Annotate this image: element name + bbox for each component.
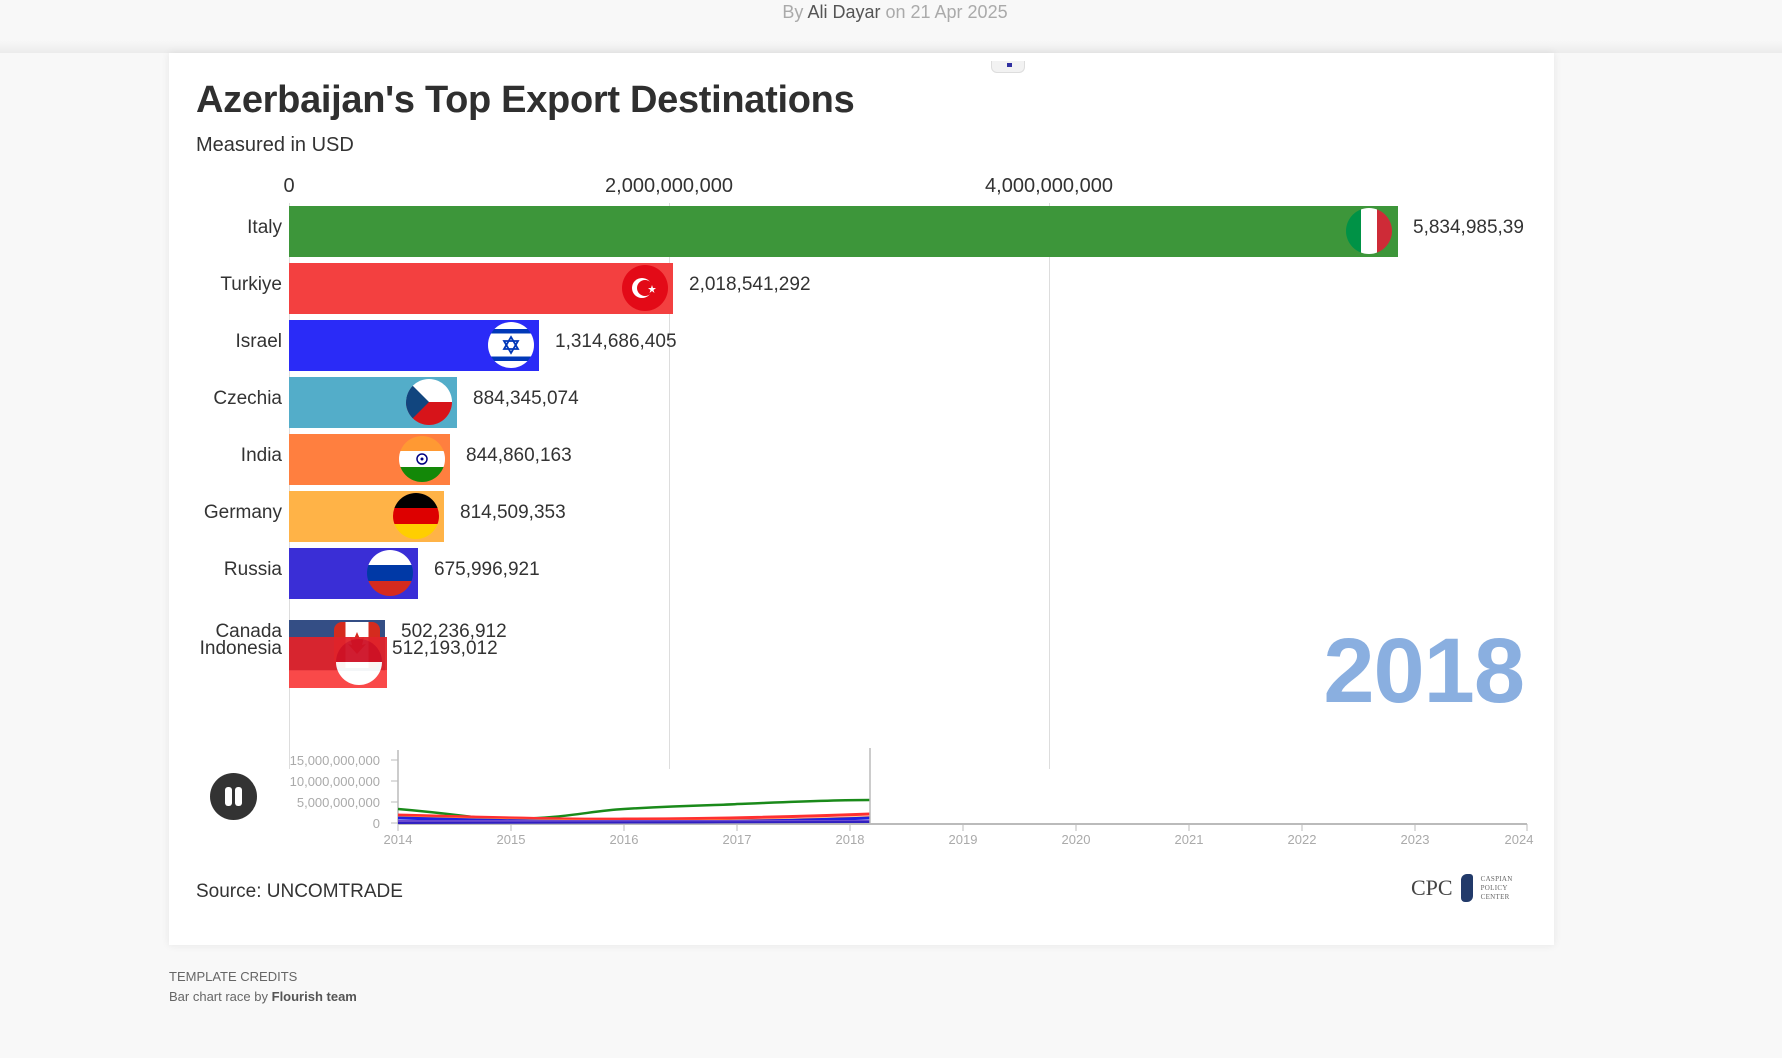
bar-israel[interactable]: [289, 320, 539, 371]
credits-heading: TEMPLATE CREDITS: [169, 969, 298, 984]
author-link[interactable]: Ali Dayar: [807, 2, 881, 22]
axis-tick-4b: 4,000,000,000: [985, 175, 1113, 197]
gridline-0: [289, 203, 290, 769]
byline: By Ali Dayar on 21 Apr 2025: [0, 2, 1782, 23]
indonesia-flag-icon: [336, 639, 382, 685]
timeline-x-2017[interactable]: 2017: [722, 832, 752, 847]
header-shade: [0, 40, 1782, 53]
bar-label-canada: Canada: [215, 621, 282, 642]
timeline-x-2019[interactable]: 2019: [948, 832, 978, 847]
russia-flag-icon: [367, 550, 413, 596]
timeline-x-2016[interactable]: 2016: [609, 832, 639, 847]
axis-tick-2b: 2,000,000,000: [605, 175, 733, 197]
chart-title: Azerbaijan's Top Export Destinations: [196, 79, 855, 121]
timeline-x-2022[interactable]: 2022: [1287, 832, 1317, 847]
timeline-x-2021[interactable]: 2021: [1174, 832, 1204, 847]
timeline-x-2018[interactable]: 2018: [835, 832, 865, 847]
timeline-y-tick-5b: 5,000,000,000: [296, 795, 380, 810]
bar-value-turkiye: 2,018,541,292: [689, 274, 811, 295]
bar-germany[interactable]: [289, 491, 444, 542]
bar-value-canada: 502,236,912: [401, 621, 507, 642]
logo-name: CASPIAN POLICY CENTER: [1480, 874, 1513, 901]
timeline-x-2024[interactable]: 2024: [1504, 832, 1534, 847]
timeline-y-tick-15b: 15,000,000,000: [289, 753, 380, 768]
czechia-flag-icon: [406, 379, 452, 425]
embed-tab-handle[interactable]: [991, 61, 1025, 73]
bar-czechia[interactable]: [289, 377, 457, 428]
timeline-x-2023[interactable]: 2023: [1400, 832, 1430, 847]
italy-flag-icon: [1346, 208, 1392, 254]
india-flag-icon: [399, 436, 445, 482]
current-year: 2018: [1323, 620, 1525, 722]
bar-label-czechia: Czechia: [213, 388, 282, 409]
israel-flag-icon: [488, 322, 534, 368]
flourish-team-link[interactable]: Flourish team: [271, 989, 357, 1004]
bar-label-turkiye: Turkiye: [220, 274, 282, 295]
timeline-x-2020[interactable]: 2020: [1061, 832, 1091, 847]
timeline-plot[interactable]: [169, 53, 1554, 853]
timeline-y-tick-10b: 10,000,000,000: [289, 774, 380, 789]
bar-value-russia: 675,996,921: [434, 559, 540, 580]
timeline-x-2014[interactable]: 2014: [383, 832, 413, 847]
bar-italy[interactable]: [289, 206, 1398, 257]
logo-abbr: CPC: [1411, 875, 1453, 900]
bar-value-indonesia: 512,193,012: [392, 638, 498, 659]
bar-label-indonesia: Indonesia: [199, 638, 282, 659]
bar-value-india: 844,860,163: [466, 445, 572, 466]
bar-turkiye[interactable]: [289, 263, 673, 314]
bar-value-germany: 814,509,353: [460, 502, 566, 523]
timeline-x-2015[interactable]: 2015: [496, 832, 526, 847]
template-credits: TEMPLATE CREDITS Bar chart race by Flour…: [169, 967, 357, 1007]
pause-button[interactable]: [210, 773, 257, 820]
bar-value-czechia: 884,345,074: [473, 388, 579, 409]
gridline-2b: [669, 203, 670, 769]
bar-india[interactable]: [289, 434, 450, 485]
credits-text: Bar chart race by: [169, 989, 268, 1004]
gridline-4b: [1049, 203, 1050, 769]
bar-label-italy: Italy: [247, 217, 282, 238]
bar-value-israel: 1,314,686,405: [555, 331, 677, 352]
chart-card: Azerbaijan's Top Export Destinations Mea…: [169, 53, 1554, 945]
byline-date: on 21 Apr 2025: [885, 2, 1008, 22]
bar-label-russia: Russia: [223, 559, 282, 580]
source-note: Source: UNCOMTRADE: [196, 881, 403, 902]
cpc-logo: CPC CASPIAN POLICY CENTER: [1411, 874, 1513, 902]
timeline-y-tick-0: 0: [372, 816, 380, 831]
caspian-sea-icon: [1460, 874, 1473, 902]
bar-label-germany: Germany: [203, 502, 282, 523]
bar-value-italy: 5,834,985,39: [1413, 217, 1524, 238]
bar-russia[interactable]: [289, 548, 418, 599]
bar-label-israel: Israel: [235, 331, 282, 352]
germany-flag-icon: [393, 493, 439, 539]
axis-tick-0: 0: [283, 175, 295, 197]
bar-indonesia[interactable]: [289, 637, 387, 688]
bar-label-india: India: [240, 445, 282, 466]
turkiye-flag-icon: [622, 265, 668, 311]
chart-subtitle: Measured in USD: [196, 134, 354, 156]
byline-prefix: By: [782, 2, 804, 22]
